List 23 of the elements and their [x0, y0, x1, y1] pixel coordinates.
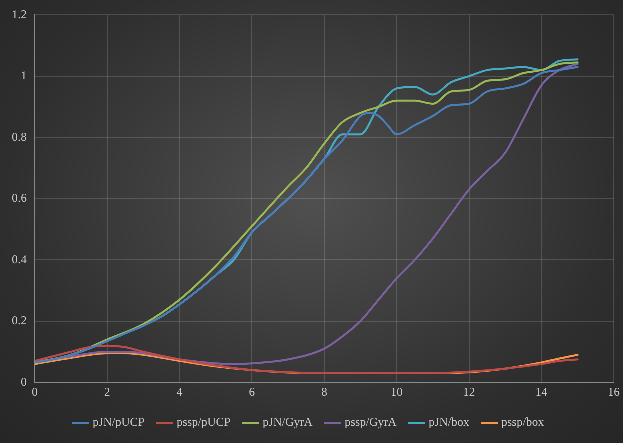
y-tick-label: 1.2	[12, 7, 27, 22]
x-tick-label: 4	[176, 384, 183, 399]
x-tick-label: 12	[463, 384, 476, 399]
y-tick-label: 0.4	[12, 252, 27, 266]
y-tick-label: 0.2	[12, 314, 27, 328]
line-series	[35, 344, 579, 374]
x-tick-label: 10	[390, 384, 403, 399]
x-tick-label: 6	[249, 384, 256, 399]
x-tick-label: 14	[536, 384, 548, 399]
y-tick-label: 0	[21, 374, 27, 389]
y-tick-label: 1	[21, 68, 27, 83]
x-tick-label: 0	[32, 384, 38, 399]
y-tick-label: 0.6	[12, 191, 27, 206]
x-tick-label: 16	[608, 384, 620, 399]
y-tick-label: 0.8	[12, 130, 27, 144]
legend-label: pJN/box	[428, 415, 470, 430]
legend-label: pssp/box	[502, 415, 544, 430]
legend-label: pJN/GyrA	[262, 415, 314, 430]
legend-label: pssp/GyrA	[344, 415, 398, 430]
x-tick-label: 8	[322, 384, 328, 399]
legend-label: pssp/pUCP	[176, 415, 232, 430]
legend-label: pJN/pUCP	[92, 415, 146, 430]
x-tick-label: 2	[104, 384, 110, 399]
